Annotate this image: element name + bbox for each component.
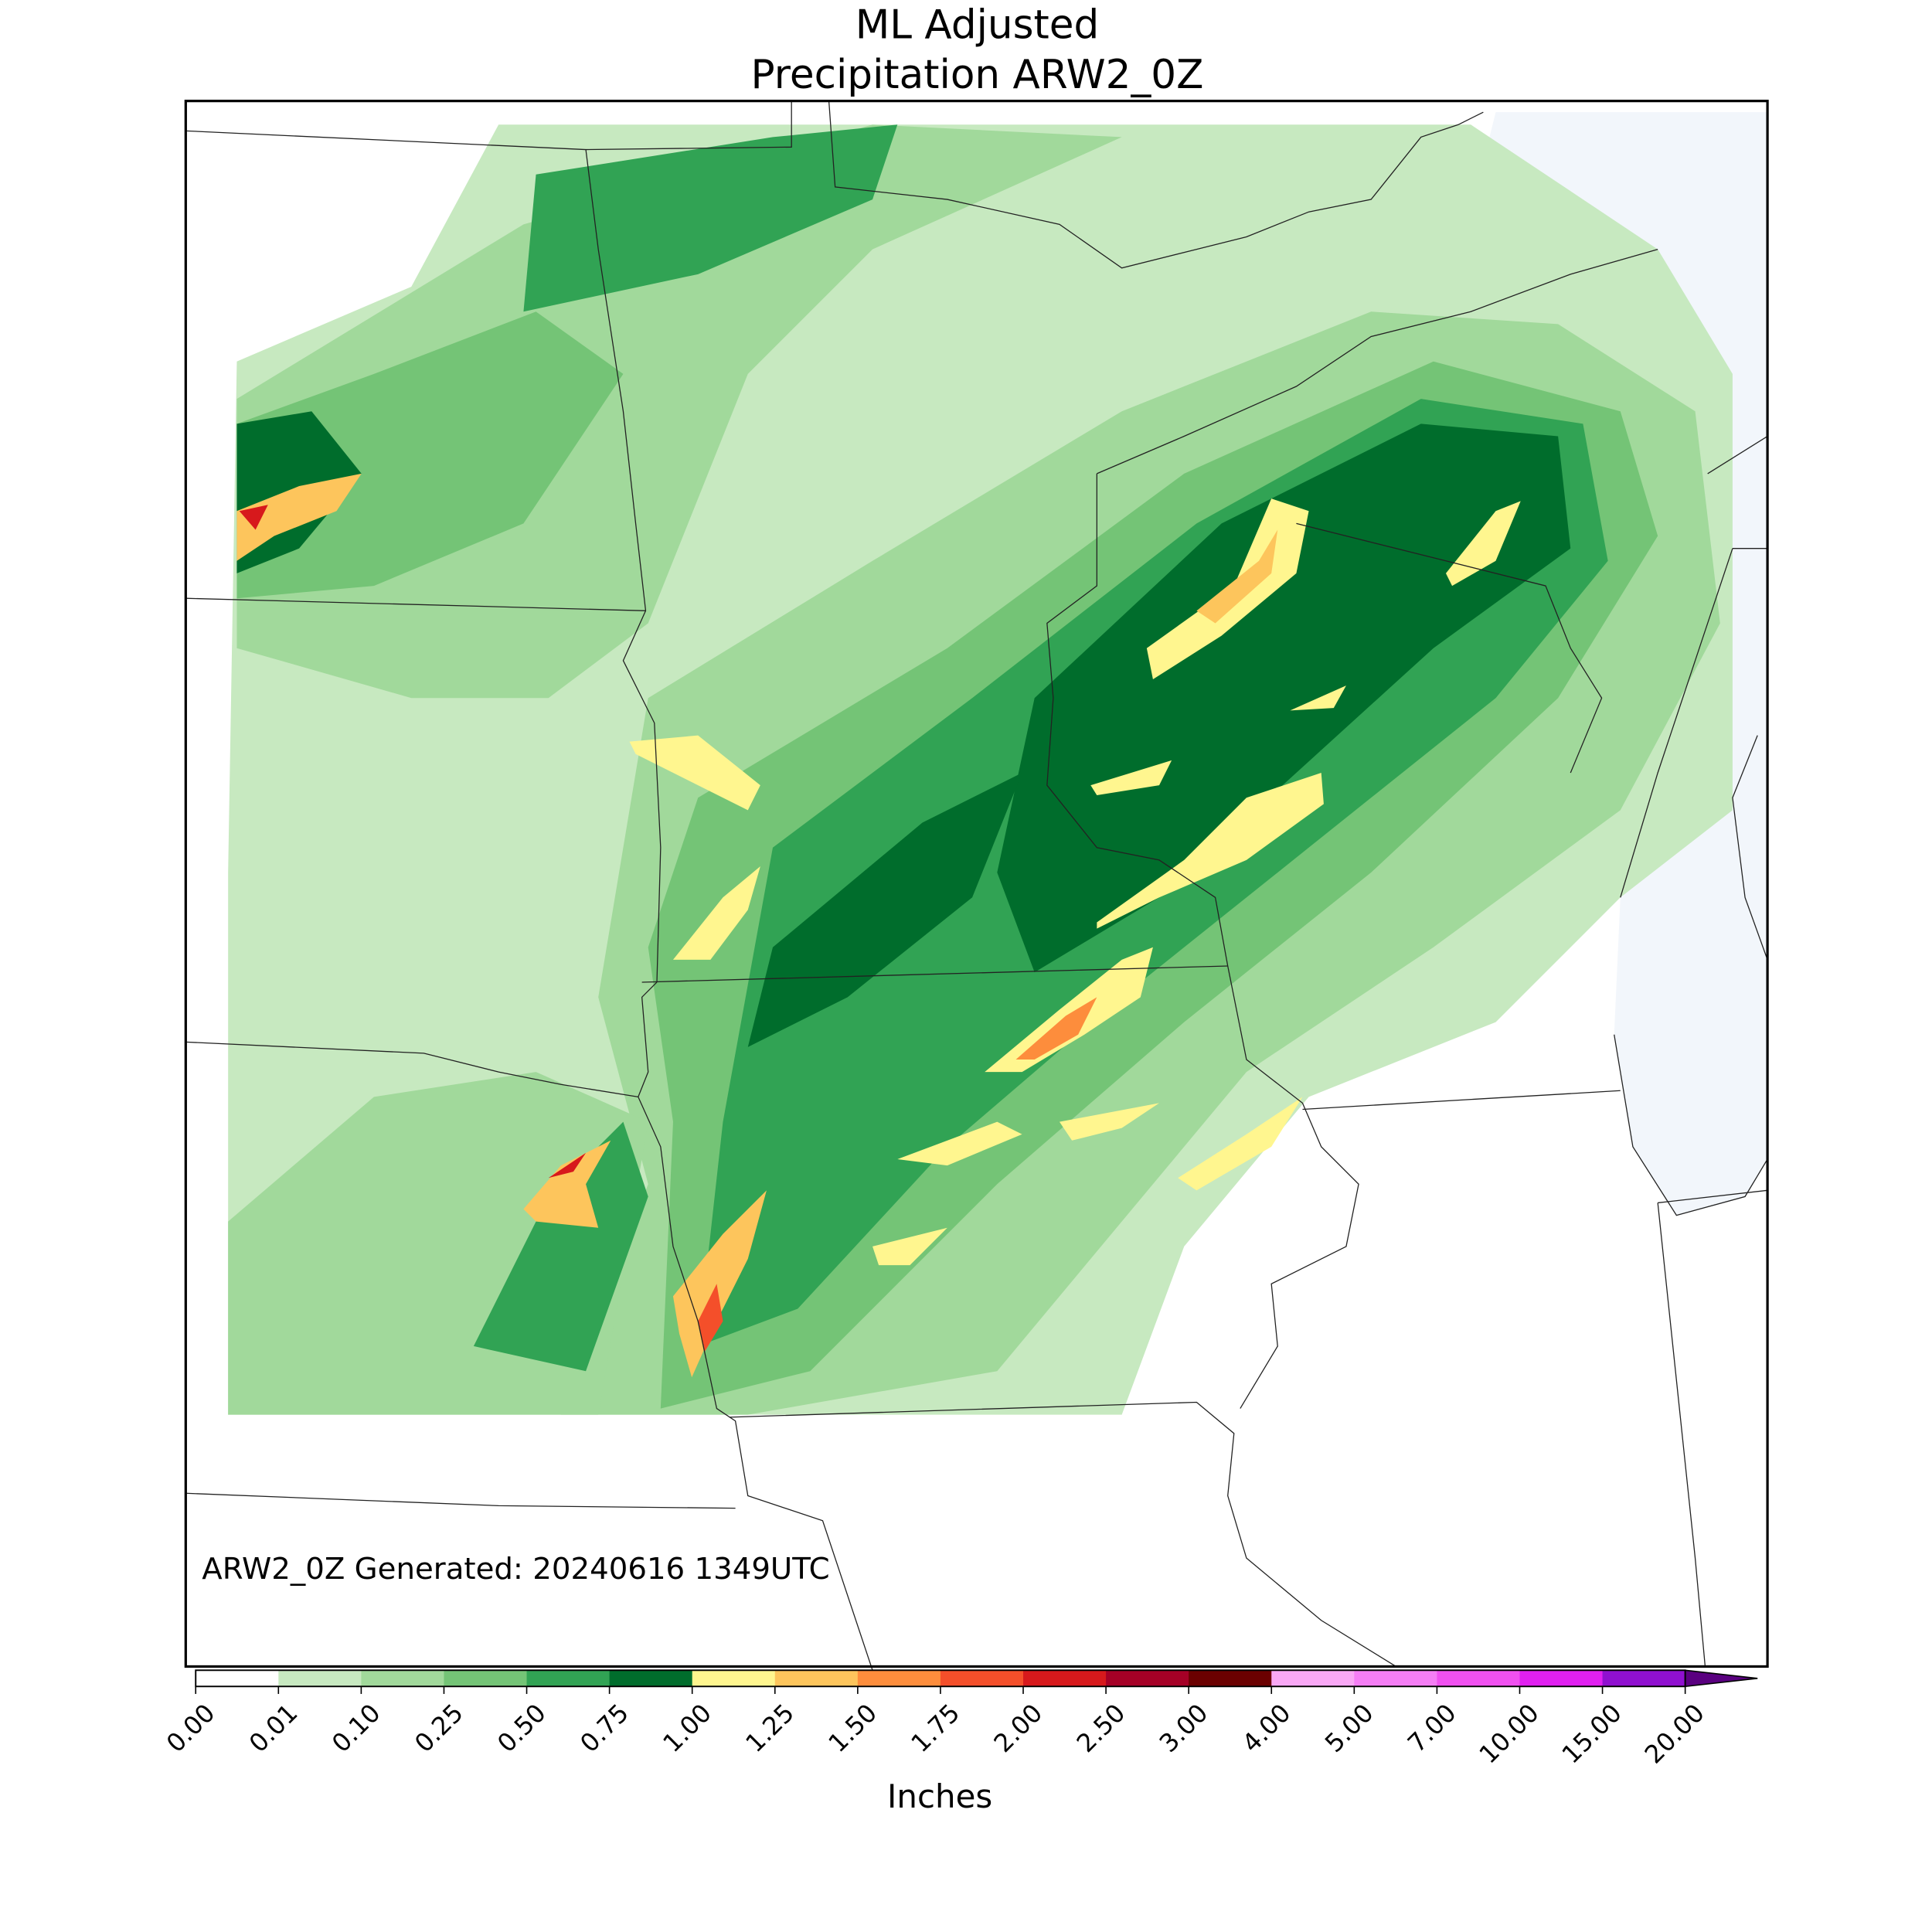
colorbar-segment [1189,1670,1272,1687]
colorbar-segment [1519,1670,1604,1687]
colorbar-segment [1437,1670,1520,1687]
colorbar-tick-label: 3.00 [1154,1698,1214,1758]
colorbar-tick-label: 0.00 [161,1698,221,1758]
colorbar-label: Inches [887,1777,992,1815]
colorbar-tick-label: 0.50 [492,1698,552,1758]
colorbar-segment [526,1670,611,1687]
colorbar-segment [1354,1670,1437,1687]
colorbar-tick-label: 4.00 [1236,1698,1297,1758]
colorbar-tick-label: 0.75 [574,1698,634,1758]
colorbar-segment [1023,1670,1107,1687]
colorbar-segment [609,1670,693,1687]
colorbar-segment [857,1670,941,1687]
colorbar-tick-label: 0.10 [326,1698,386,1758]
title-line: ML Adjusted [855,2,1100,48]
generated-annotation: ARW2_0Z Generated: 20240616 1349UTC [202,1552,829,1587]
colorbar-extend [1684,1669,1758,1688]
colorbar-segment [361,1670,444,1687]
colorbar-tick-label: 10.00 [1474,1698,1545,1769]
colorbar-segment [278,1670,362,1687]
colorbar: 0.00 0.01 0.10 0.25 0.50 0.75 1.00 1.25 1.50 1.75… [161,1669,1758,1770]
colorbar-tick-label: 1.00 [657,1698,717,1758]
colorbar-segment [1602,1670,1686,1687]
colorbar-segment [774,1670,859,1687]
colorbar-segment [692,1670,776,1687]
colorbar-segment [940,1670,1024,1687]
colorbar-segment [444,1670,528,1687]
map-frame [184,100,1769,1668]
colorbar-tick-label: 1.50 [823,1698,883,1758]
colorbar-tick-label: 5.00 [1319,1698,1379,1758]
colorbar-tick-label: 2.00 [988,1698,1049,1758]
colorbar-tick-label: 0.01 [243,1698,304,1758]
map [184,100,1769,1671]
colorbar-segment [1106,1670,1189,1687]
title-line: Precipitation ARW2_0Z [751,52,1204,98]
colorbar-tick-label: 15.00 [1556,1698,1628,1769]
colorbar-tick-label: 0.25 [409,1698,469,1758]
colorbar-tick-label: 1.25 [740,1698,800,1758]
colorbar-tick-label: 20.00 [1639,1698,1710,1769]
colorbar-tick-label: 7.00 [1402,1698,1462,1758]
colorbar-tick-label: 1.75 [906,1698,966,1758]
colorbar-segment [196,1670,279,1687]
precip-field [228,124,1733,1415]
colorbar-segment [1271,1670,1355,1687]
colorbar-tick-label: 2.50 [1071,1698,1131,1758]
